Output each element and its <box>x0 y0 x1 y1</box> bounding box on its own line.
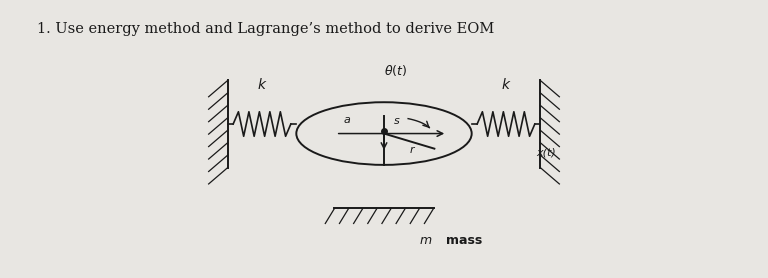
Text: k: k <box>502 78 510 91</box>
Text: r: r <box>409 145 414 155</box>
Text: s: s <box>394 116 399 126</box>
Text: mass: mass <box>446 234 482 247</box>
Text: 1. Use energy method and Lagrange’s method to derive EOM: 1. Use energy method and Lagrange’s meth… <box>37 22 495 36</box>
Text: $\theta(t)$: $\theta(t)$ <box>384 63 407 78</box>
Text: a: a <box>343 115 350 125</box>
Text: k: k <box>258 78 266 91</box>
Text: m: m <box>420 234 432 247</box>
Text: x(t): x(t) <box>537 147 556 157</box>
